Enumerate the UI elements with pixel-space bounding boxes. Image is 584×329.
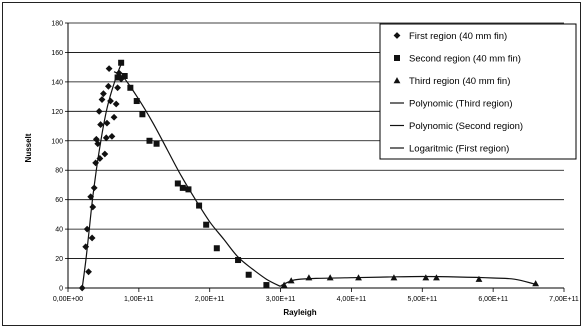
triangle-point	[305, 274, 313, 281]
x-tick-label: 1,00E+11	[124, 296, 154, 303]
x-tick-label: 3,00E+11	[266, 296, 296, 303]
y-tick-label: 100	[51, 138, 63, 145]
y-tick-label: 160	[51, 50, 63, 57]
diamond-point	[92, 159, 100, 167]
triangle-point	[532, 280, 540, 287]
diamond-point	[78, 284, 86, 292]
diamond-point	[92, 135, 100, 143]
diamond-point	[85, 268, 92, 276]
legend-item: Polynomic (Second region)	[390, 121, 523, 132]
legend-item: Second region (40 mm fin)	[394, 54, 521, 65]
diamond-point	[107, 97, 114, 105]
square-point	[114, 74, 121, 81]
x-tick-label: 2,00E+11	[195, 296, 225, 303]
legend: First region (40 mm fin) Second region (4…	[379, 23, 577, 160]
x-axis-title: Rayleigh	[283, 308, 316, 317]
y-tick-label: 40	[55, 227, 63, 234]
x-tick-label: 5,00E+11	[407, 296, 437, 303]
legend-label: Polynomic (Second region)	[409, 121, 523, 132]
legend-item: Polynomic (Third region)	[390, 99, 512, 110]
square-point	[185, 186, 192, 193]
chart-frame: 0 20 40 60 80 100 120 140 160 180 0,00E+00 1,00E+11…	[2, 2, 581, 326]
square-point	[213, 245, 220, 252]
diamond-point	[102, 134, 110, 142]
y-tick-label: 80	[55, 168, 63, 175]
y-tick-label: 180	[51, 21, 63, 28]
diamond-point	[100, 90, 107, 98]
diamond-point	[94, 140, 102, 148]
y-tick-label: 20	[55, 256, 63, 263]
y-tick-label: 120	[51, 109, 63, 116]
legend-box	[379, 23, 577, 160]
triangle-point	[280, 281, 288, 288]
square-point	[146, 137, 153, 144]
x-tick-label: 6,00E+11	[478, 296, 508, 303]
y-tick-label: 60	[55, 197, 63, 204]
legend-item: Third region (40 mm fin)	[393, 76, 510, 87]
diamond-point	[114, 84, 121, 92]
diamond-point	[104, 82, 112, 90]
triangle-point	[326, 274, 334, 281]
square-point	[139, 111, 146, 118]
legend-label: Third region (40 mm fin)	[409, 76, 510, 87]
legend-square-swatch	[394, 55, 400, 61]
triangle-point	[355, 274, 362, 281]
triangle-point	[433, 274, 440, 281]
diamond-point	[110, 113, 118, 121]
diamond-point	[89, 203, 97, 211]
square-point	[174, 180, 181, 187]
diamond-point	[103, 119, 111, 127]
legend-item: Logaritmic (First region)	[390, 144, 509, 155]
legend-label: Logaritmic (First region)	[409, 144, 509, 155]
diamond-point	[112, 100, 120, 108]
square-point	[153, 140, 160, 147]
diamond-point	[96, 155, 104, 162]
diamond-point	[101, 150, 109, 158]
legend-item: First region (40 mm fin)	[393, 31, 507, 42]
trendline	[280, 275, 536, 287]
square-point	[263, 282, 270, 289]
square-point	[179, 184, 186, 191]
square-point	[196, 202, 203, 209]
triangle-point	[422, 274, 430, 281]
diamond-point	[88, 234, 96, 242]
diamond-point	[82, 243, 90, 251]
diamond-point	[83, 225, 91, 233]
square-point	[118, 59, 125, 66]
legend-label: Polynomic (Third region)	[409, 99, 512, 110]
diamond-point	[87, 193, 95, 201]
square-point	[127, 84, 134, 91]
diamond-point	[90, 184, 98, 192]
diamond-point	[108, 132, 116, 140]
diamond-point	[95, 107, 103, 115]
chart: 0 20 40 60 80 100 120 140 160 180 0,00E+00 1,00E+11…	[24, 21, 579, 318]
y-tick-label: 0	[59, 286, 63, 293]
x-tick-label: 4,00E+11	[337, 296, 367, 303]
x-tick-label: 0,00E+00	[53, 296, 83, 303]
triangle-point	[475, 275, 483, 282]
y-axis-title: Nusselt	[24, 133, 33, 162]
diamond-point	[97, 121, 104, 128]
square-point	[245, 271, 252, 278]
trendline	[81, 64, 122, 289]
square-point	[133, 98, 140, 105]
diamond-point	[98, 96, 106, 103]
x-tick-label: 7,00E+11	[549, 296, 579, 303]
diamond-point	[105, 65, 113, 73]
triangle-point	[390, 274, 398, 281]
legend-diamond-swatch	[393, 32, 401, 39]
square-point	[203, 221, 210, 228]
legend-label: Second region (40 mm fin)	[409, 54, 521, 65]
triangle-point	[287, 277, 295, 284]
legend-triangle-swatch	[393, 77, 401, 84]
square-point	[235, 257, 242, 264]
y-tick-label: 140	[51, 79, 63, 86]
square-point	[121, 73, 128, 79]
axes: 0 20 40 60 80 100 120 140 160 180 0,00E+00 1,00E+11…	[51, 21, 579, 304]
data-points	[78, 59, 540, 292]
legend-label: First region (40 mm fin)	[409, 31, 507, 42]
